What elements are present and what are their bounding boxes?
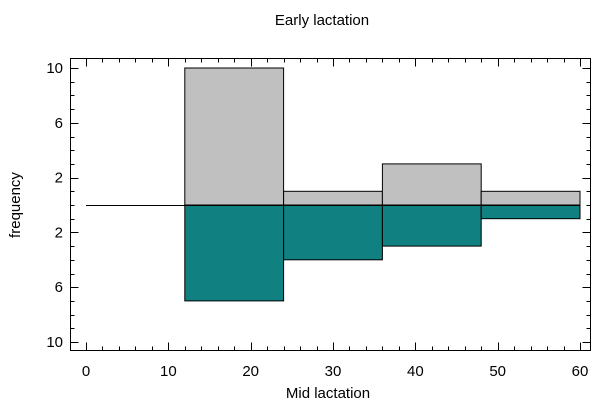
x-axis-label: Mid lactation (286, 385, 370, 402)
y-tick-label: 2 (55, 224, 63, 241)
mid-lactation-bar-2 (283, 204, 383, 261)
y-tick-label: 6 (55, 115, 63, 132)
y-tick-label: 2 (55, 170, 63, 187)
x-tick-label: 10 (160, 363, 177, 380)
y-axis-ticks: 10 6 2 2 6 10 (46, 60, 591, 351)
x-tick-label: 30 (325, 363, 342, 380)
early-lactation-bar-1 (184, 67, 285, 206)
mid-lactation-bars (184, 204, 581, 302)
early-lactation-bar-4 (480, 190, 581, 206)
early-lactation-bar-2 (283, 190, 383, 206)
mid-lactation-bar-3 (381, 204, 482, 247)
x-tick-label: 20 (242, 363, 259, 380)
x-tick-label: 60 (572, 363, 589, 380)
y-tick-label: 10 (46, 60, 63, 77)
plot-area (70, 58, 591, 351)
early-lactation-bars (184, 67, 581, 206)
x-tick-label: 0 (82, 363, 90, 380)
chart-title: Early lactation (275, 12, 369, 29)
early-lactation-bar-3 (381, 163, 482, 206)
mid-lactation-bar-1 (184, 204, 285, 302)
y-tick-label: 10 (46, 334, 63, 351)
x-axis-ticks: 0 10 20 30 40 50 60 (82, 58, 589, 380)
x-tick-label: 50 (489, 363, 506, 380)
mid-lactation-bar-4 (480, 204, 581, 220)
y-axis-label: frequency (7, 172, 24, 238)
y-tick-label: 6 (55, 279, 63, 296)
x-tick-label: 40 (407, 363, 424, 380)
